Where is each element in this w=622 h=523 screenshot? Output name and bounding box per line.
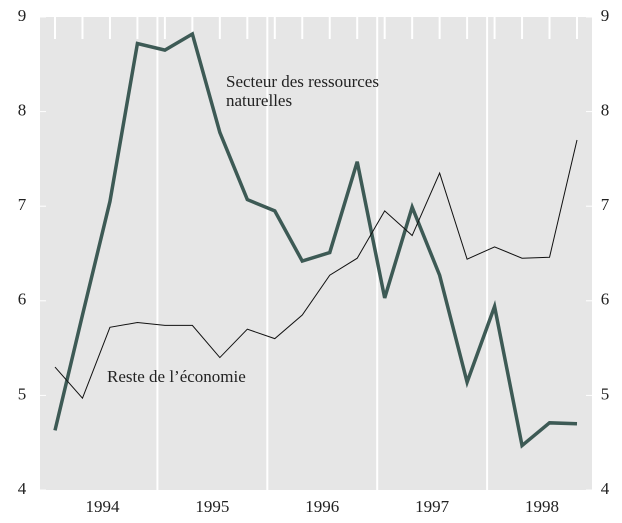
x-tick-label: 1998 xyxy=(525,497,559,516)
x-tick-label: 1995 xyxy=(195,497,229,516)
annotation: Reste de l’économie xyxy=(107,367,246,386)
annotation: naturelles xyxy=(226,91,292,110)
x-tick-label: 1994 xyxy=(85,497,120,516)
y-tick-label: 9 xyxy=(18,6,27,25)
y2-tick-label: 4 xyxy=(601,479,610,498)
y2-tick-label: 8 xyxy=(601,101,610,120)
plot-area xyxy=(40,17,592,490)
x-tick-label: 1996 xyxy=(305,497,339,516)
y-tick-label: 5 xyxy=(18,384,27,403)
y-tick-label: 6 xyxy=(18,290,27,309)
annotation: Secteur des ressources xyxy=(226,72,379,91)
y2-tick-label: 7 xyxy=(601,195,610,214)
y2-tick-label: 5 xyxy=(601,384,610,403)
y-tick-label: 8 xyxy=(18,101,27,120)
y2-tick-label: 9 xyxy=(601,6,610,25)
series-line xyxy=(54,139,578,400)
y-tick-label: 4 xyxy=(18,479,27,498)
y-tick-label: 7 xyxy=(18,195,27,214)
y2-tick-label: 6 xyxy=(601,290,610,309)
series-line xyxy=(53,31,578,449)
x-tick-label: 1997 xyxy=(415,497,450,516)
